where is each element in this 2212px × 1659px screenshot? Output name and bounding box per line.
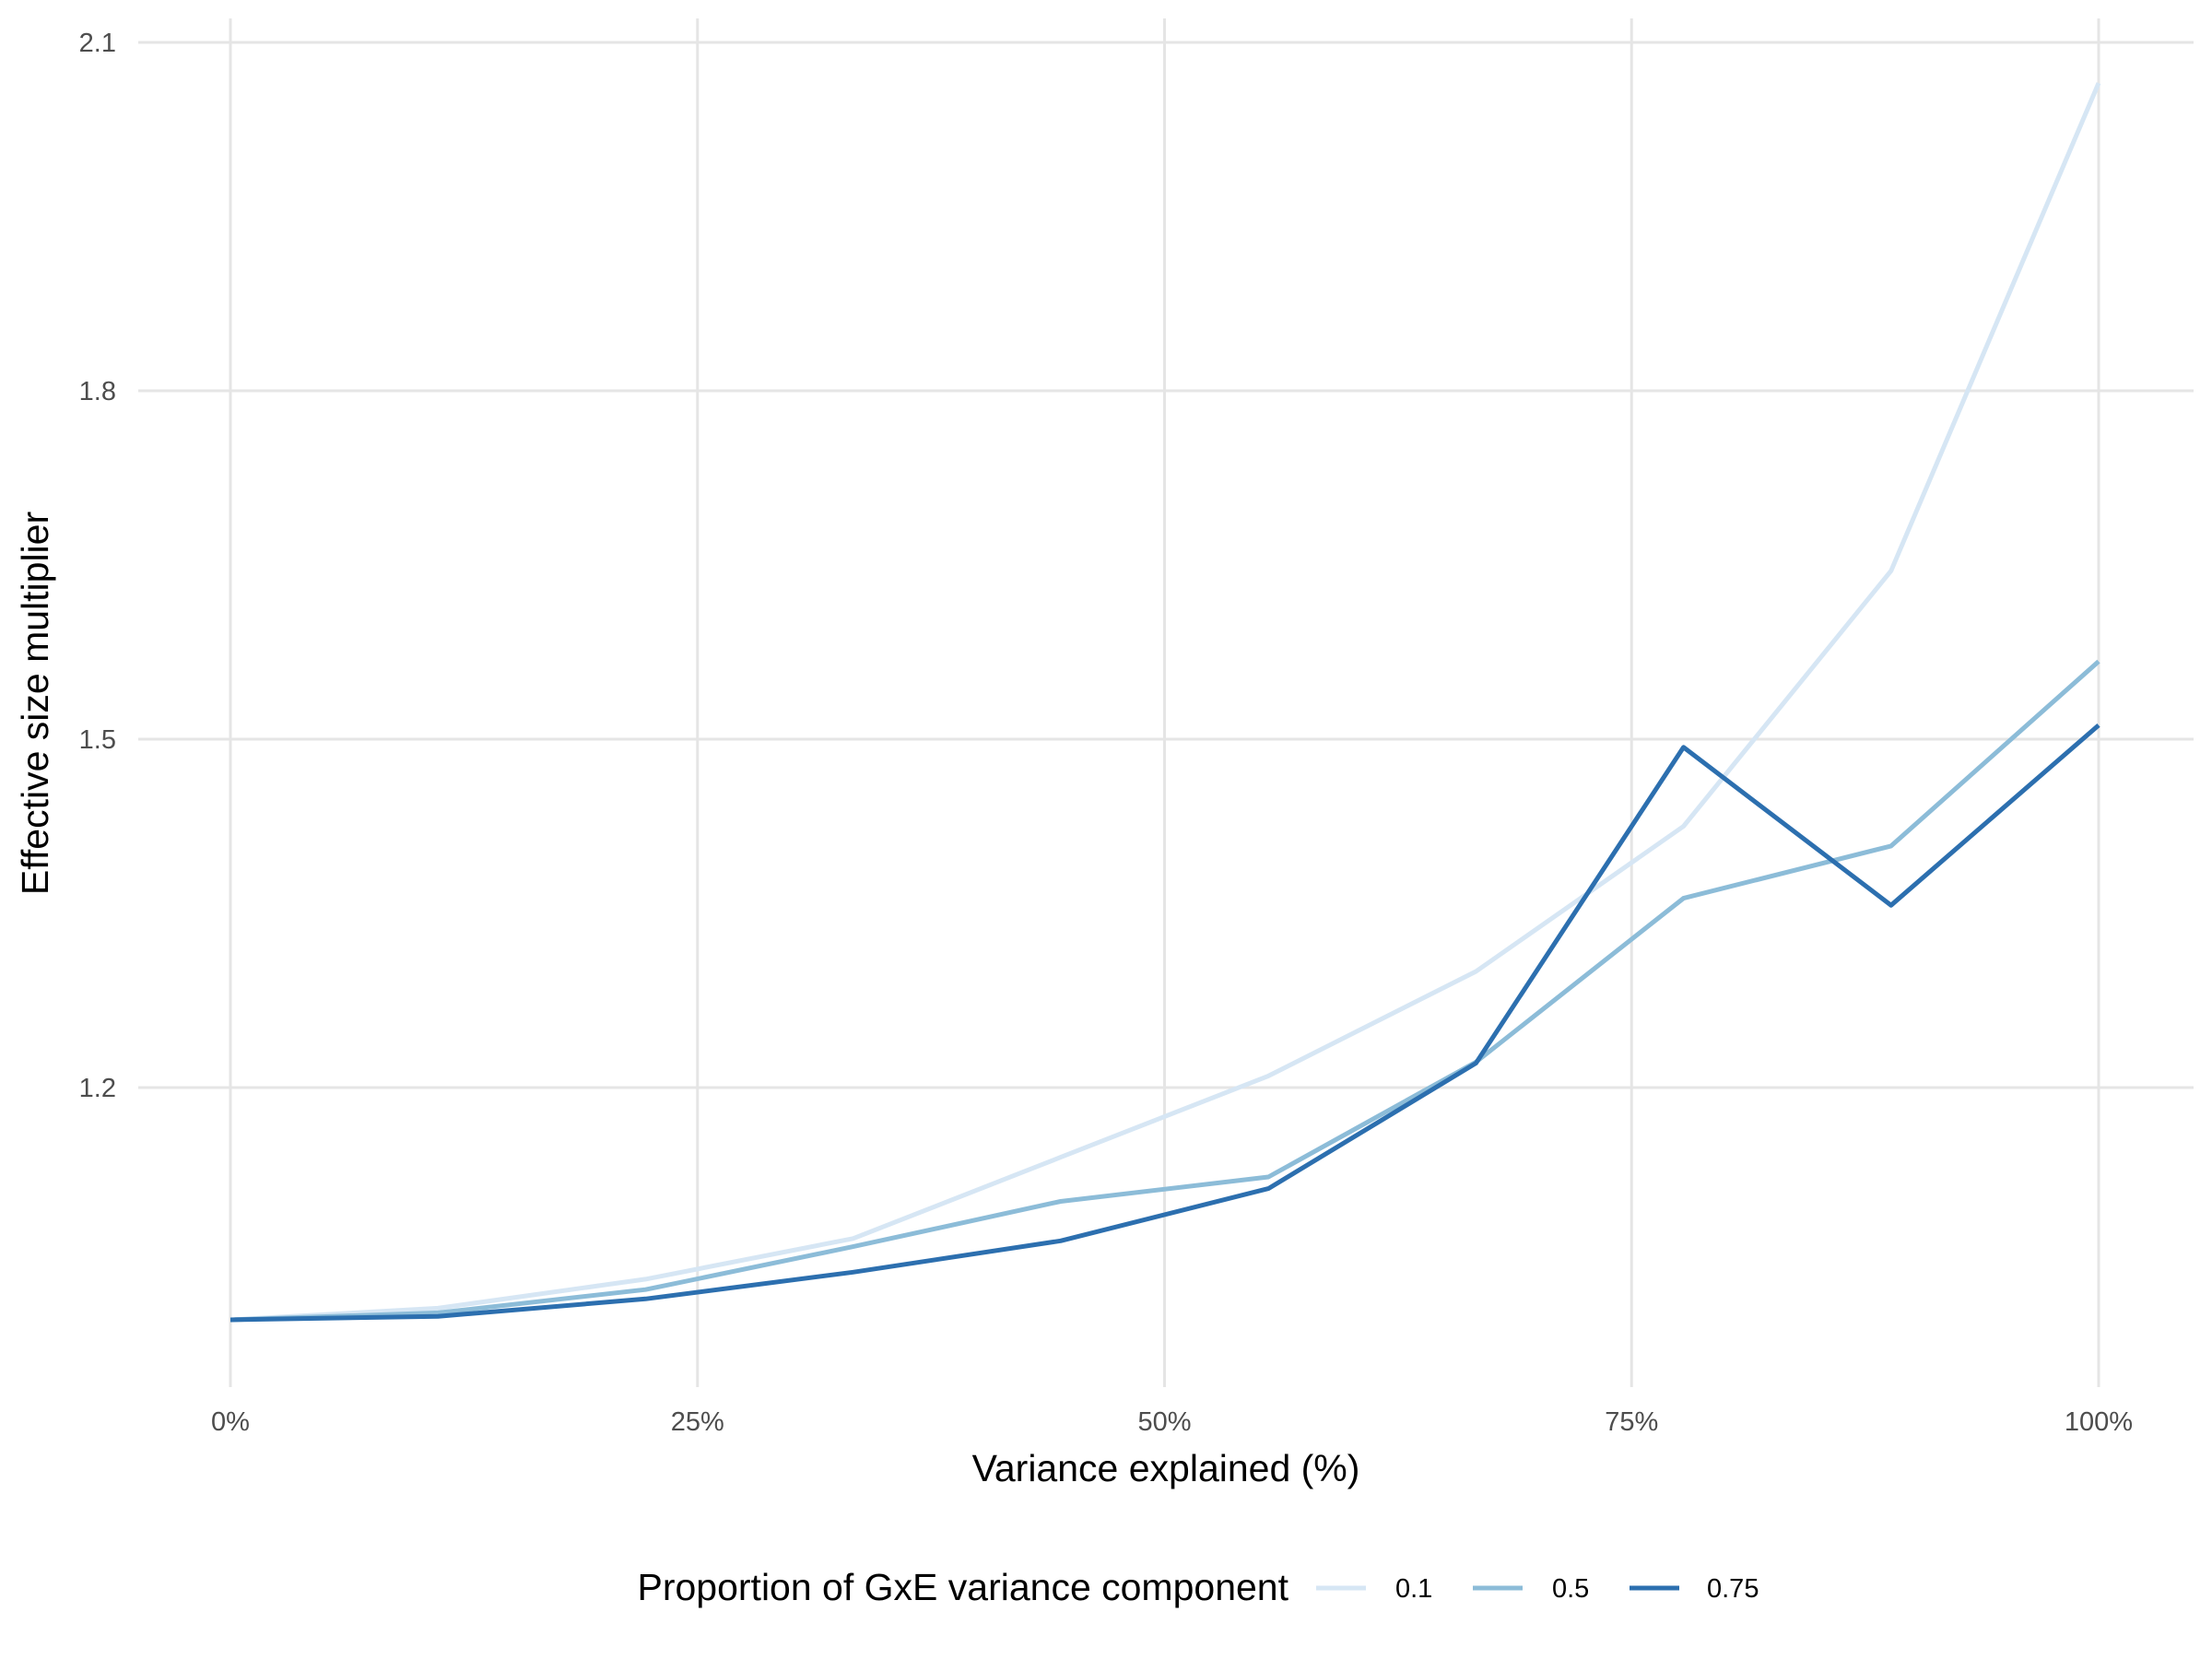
y-tick-label: 1.2 — [79, 1074, 116, 1103]
y-tick-label: 1.8 — [79, 377, 116, 406]
series-line-0-1 — [229, 82, 2101, 1323]
legend-title: Proportion of GxE variance component — [638, 1566, 1289, 1608]
x-tick-label: 25% — [671, 1407, 724, 1437]
series-line-0-75 — [229, 724, 2100, 1323]
x-tick-label: 100% — [2065, 1407, 2133, 1437]
legend: Proportion of GxE variance component 0.1… — [638, 1566, 1759, 1608]
y-axis-title: Effective size multiplier — [14, 512, 56, 895]
legend-label: 0.5 — [1552, 1574, 1589, 1604]
y-tick-labels: 1.2 1.5 1.8 2.1 — [79, 29, 116, 1103]
y-gridlines — [138, 41, 2194, 1089]
x-tick-label: 0% — [211, 1407, 250, 1437]
y-tick-label: 2.1 — [79, 29, 116, 58]
x-axis-title: Variance explained (%) — [972, 1447, 1360, 1489]
legend-label: 0.75 — [1707, 1574, 1759, 1604]
x-tick-label: 50% — [1137, 1407, 1191, 1437]
series-line-0-5 — [229, 659, 2100, 1323]
x-tick-label: 75% — [1605, 1407, 1658, 1437]
legend-label: 0.1 — [1395, 1574, 1432, 1604]
legend-entries: 0.1 0.5 0.75 — [1316, 1574, 1759, 1604]
x-tick-labels: 0% 25% 50% 75% 100% — [211, 1407, 2133, 1437]
x-gridlines — [229, 18, 2100, 1387]
y-tick-label: 1.5 — [79, 725, 116, 755]
series-lines — [229, 82, 2101, 1323]
